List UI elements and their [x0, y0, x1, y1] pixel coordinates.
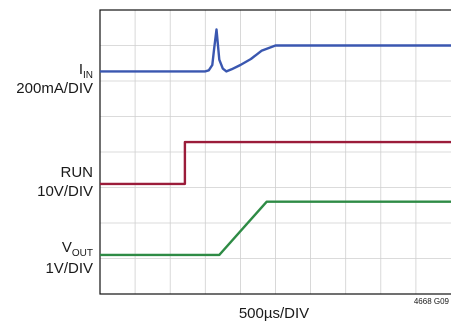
grid: [100, 10, 451, 294]
vout-trace: [100, 200, 451, 257]
iin-label-subscript: IN: [83, 70, 93, 81]
iin-label: IIN: [79, 61, 93, 81]
x-axis-label: 500µs/DIV: [239, 305, 309, 322]
vout-label: VOUT: [62, 239, 93, 259]
vout-label-name: V: [62, 239, 72, 256]
vout-scale: 1V/DIV: [45, 260, 93, 277]
traces: [100, 28, 451, 257]
run-scale: 10V/DIV: [37, 183, 93, 200]
run-trace: [100, 140, 451, 186]
iin-label-name: I: [79, 61, 83, 78]
iin-trace: [100, 28, 451, 73]
iin-scale: 200mA/DIV: [16, 80, 93, 97]
vout-label-subscript: OUT: [72, 248, 93, 259]
figure-id: 4668 G09: [414, 297, 450, 306]
run-label: RUN: [61, 164, 94, 181]
plot-frame: [99, 9, 451, 295]
